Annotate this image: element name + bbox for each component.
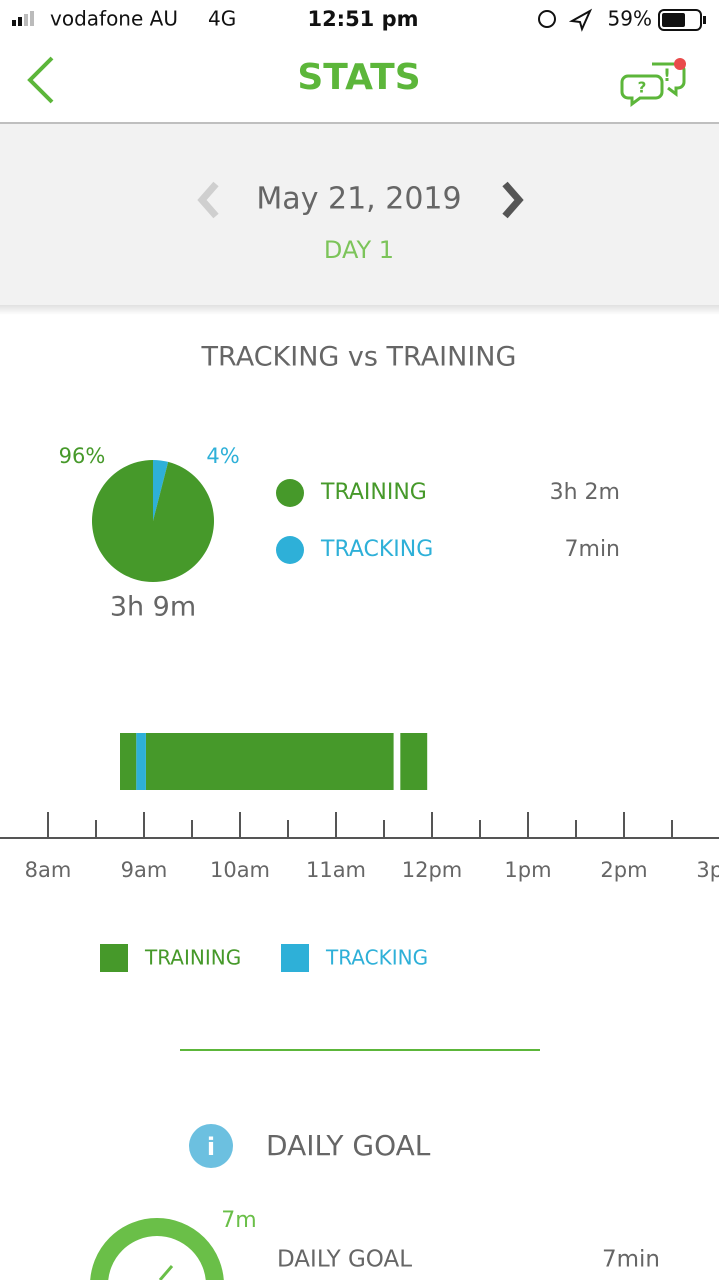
battery-percent: 59% [608,7,652,31]
battery-tip [703,16,706,24]
legend-duration: 3h 2m [550,480,620,505]
status-bar: vodafone AU 4G 12:51 pm 59% [12,7,706,32]
legend-swatch [100,944,128,972]
pie-total: 3h 9m [110,592,196,623]
legend-label: TRACKING [325,946,428,970]
section-title: TRACKING vs TRAINING [201,342,517,373]
date-navigator: May 21, 2019 DAY 1 [0,124,719,315]
timeline-segment [120,733,137,790]
legend-label: TRACKING [320,537,433,562]
day-label: DAY 1 [324,236,394,264]
panel-shadow [0,305,719,315]
pie-slice [92,460,215,582]
battery-fill [662,13,685,27]
x-tick-label: 10am [210,858,270,882]
info-button[interactable] [189,1124,233,1168]
goal-ring [90,1218,224,1280]
x-tick-label: 11am [306,858,366,882]
carrier: vodafone AU [50,7,178,31]
daily-goal-title: DAILY GOAL [266,1129,431,1162]
clock: 12:51 pm [307,7,418,31]
exclamation-icon: ! [663,66,671,86]
legend-dot [276,479,304,507]
date-panel [0,124,719,305]
goal-row-value: 7min [602,1247,660,1273]
goal-row-label: DAILY GOAL [277,1247,412,1273]
timeline-chart: 8am 9am 10am 11am 12pm 1pm 2pm 3pm TRAINING TRACK… [0,733,719,972]
signal-bar [18,17,22,26]
question-mark-icon: ? [638,79,647,97]
location-icon [568,8,593,32]
signal-bar [12,20,16,26]
x-tick-label: 9am [121,858,168,882]
page-title: STATS [297,57,420,98]
x-tick-label: 2pm [600,858,647,882]
next-day-button[interactable] [502,181,524,219]
legend-swatch [281,944,309,972]
daily-goal-section: i DAILY GOAL 7m DAILY GOAL 7min [90,1124,660,1280]
header: STATS ? ! [0,56,719,124]
notification-dot [674,58,686,70]
timeline-segment [400,733,428,790]
pie-chart: 4% 96% 3h 9m TRAINING 3h 2m TRACKING 7min [59,444,620,623]
pie-percent-label: 4% [206,444,239,468]
x-tick-label: 1pm [504,858,551,882]
timeline-segment [145,733,394,790]
help-button[interactable]: ? ! [620,58,686,107]
network: 4G [208,7,236,31]
legend-label: TRAINING [320,480,427,505]
chat-bubble-icon [620,74,664,107]
pie-percent-label: 96% [59,444,106,468]
legend-dot [276,536,304,564]
x-tick-label: 12pm [402,858,463,882]
date-label: May 21, 2019 [256,182,461,217]
signal-bar [30,11,34,26]
goal-ring-label: 7m [221,1208,256,1233]
x-tick-label: 8am [25,858,72,882]
back-button[interactable] [27,56,54,104]
timeline-segment [136,733,146,790]
pie-slice [153,460,169,521]
info-icon: i [207,1133,215,1161]
rotation-lock-icon [538,10,556,28]
signal-bar [24,14,28,26]
battery-outline [658,9,702,31]
x-tick-label: 3pm [696,858,719,882]
previous-day-button[interactable] [197,181,219,219]
legend-label: TRAINING [144,946,241,970]
check-icon [158,1265,174,1280]
legend-duration: 7min [565,537,620,562]
